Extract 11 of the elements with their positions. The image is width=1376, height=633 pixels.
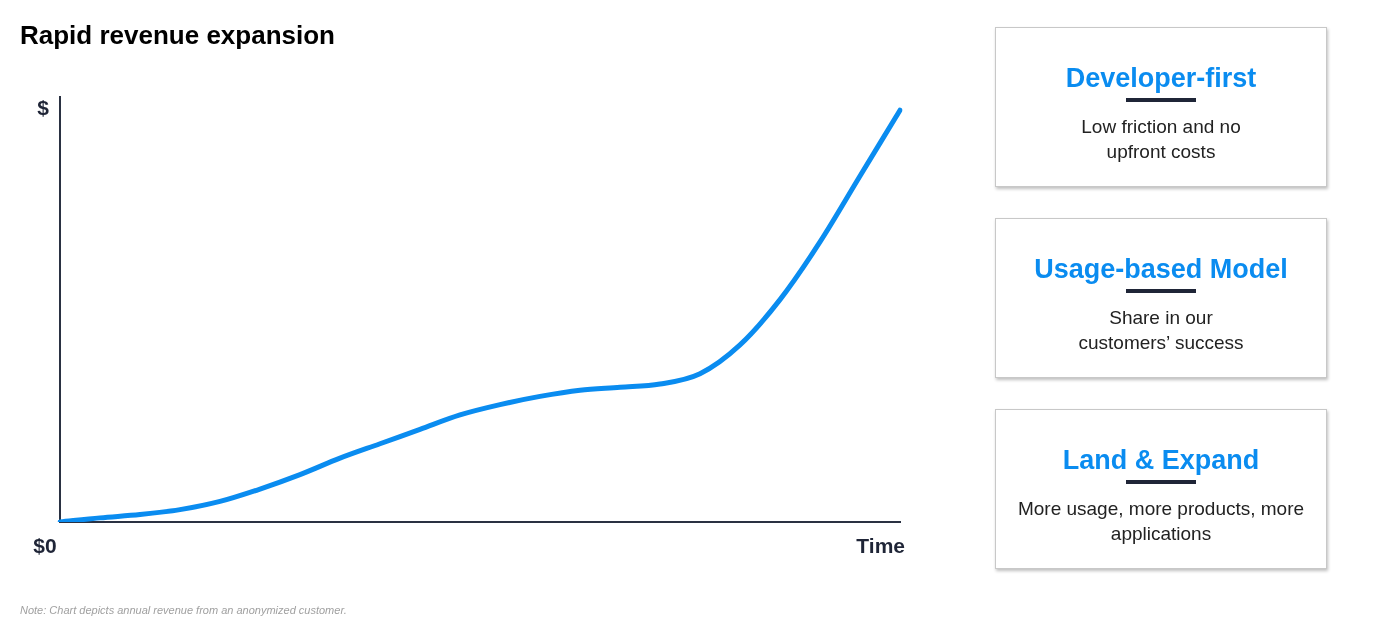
y-axis-title: $ bbox=[37, 96, 50, 119]
text: More usage, more products, more applications bbox=[1016, 497, 1306, 546]
text: Developer-first bbox=[1064, 62, 1258, 94]
text: Note: Chart depicts annual revenue from an anonymized customer. bbox=[20, 604, 347, 616]
text: $0 bbox=[33, 534, 57, 557]
text: Land & Expand bbox=[1061, 444, 1261, 476]
x-axis-title: Time bbox=[856, 534, 905, 557]
chart-title: Rapid revenue expansion bbox=[20, 20, 335, 50]
text: Low friction and no upfront costs bbox=[1080, 115, 1242, 164]
text: Usage-based Model bbox=[1033, 253, 1289, 285]
text: Share in our customers’ success bbox=[1077, 306, 1245, 355]
